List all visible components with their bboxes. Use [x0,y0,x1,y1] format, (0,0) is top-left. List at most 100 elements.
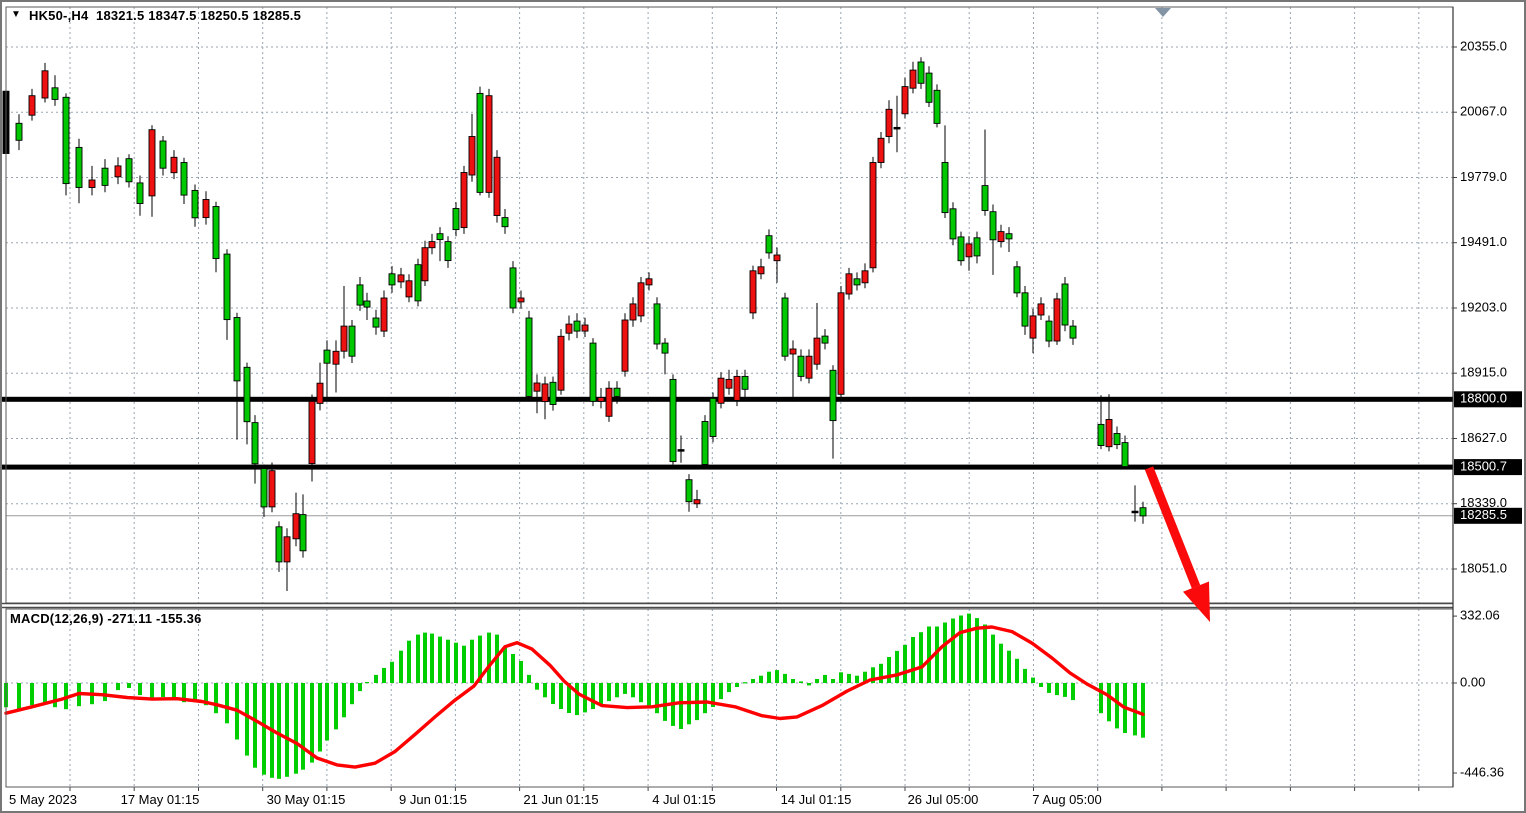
candlestick [517,290,525,309]
time-axis-label: 30 May 01:15 [267,792,346,807]
macd-histogram-bar [591,683,595,709]
macd-histogram-bar [334,683,338,730]
candlestick [348,320,356,363]
macd-histogram-bar [430,633,434,683]
macd-histogram-bar [799,681,803,683]
macd-histogram-bar [575,683,579,716]
macd-histogram-bar [1007,650,1011,683]
macd-histogram-bar [253,683,257,768]
macd-histogram-bar [839,672,843,683]
macd-histogram-bar [727,683,731,693]
candlestick [356,277,364,311]
macd-histogram-bar [462,645,466,683]
candlestick [957,231,965,266]
macd-histogram-bar [245,683,249,756]
candlestick [741,369,749,397]
macd-histogram-bar [138,683,142,696]
macd-histogram-bar [399,650,403,683]
macd-histogram-bar [775,670,779,683]
candlestick [693,489,701,508]
candlestick [372,309,380,335]
macd-histogram-bar [943,622,947,683]
candlestick [114,157,122,185]
macd-axis-label: 0.00 [1460,674,1485,689]
macd-signal-line [4,625,1145,769]
time-axis-label: 21 Jun 01:15 [523,792,598,807]
candlestick [861,263,869,289]
macd-histogram-bar [390,661,394,683]
macd-histogram-bar [863,671,867,683]
candlestick [332,340,340,393]
candlestick [316,362,324,411]
candlestick [125,154,133,188]
macd-histogram-bar [503,646,507,683]
candlestick [621,313,629,377]
candlestick [283,528,291,591]
scroll-end-marker-icon[interactable] [1155,8,1171,17]
macd-histogram-bar [438,636,442,683]
price-tag: 18285.5 [1454,507,1522,524]
candlestick [1005,227,1013,252]
macd-histogram-bar [1141,683,1145,738]
candlestick [1029,308,1037,354]
candlestick [233,312,241,440]
candlestick [493,150,501,223]
macd-histogram-bar [182,683,186,703]
candlestick [837,286,845,400]
price-tag: 18800.0 [1454,391,1522,408]
candlestick [749,265,757,320]
macd-histogram-bar [423,632,427,683]
candlestick [260,464,268,517]
candlestick [949,202,957,246]
macd-histogram-bar [567,683,571,713]
symbol-dropdown-icon[interactable]: ▼ [11,9,21,20]
candlestick [1131,485,1139,522]
candlestick [781,292,789,361]
macd-histogram-bar [959,615,963,683]
macd-histogram-bar [1107,683,1111,722]
horizontal-line-object[interactable] [2,464,1453,470]
macd-histogram-bar [301,683,305,770]
candlestick [485,88,493,198]
candlestick [589,338,597,407]
candlestick [845,267,853,300]
macd-histogram-bar [903,644,907,683]
candlestick [88,165,96,196]
macd-axis-label: 332.06 [1460,608,1500,623]
candlestick [565,315,573,341]
candlestick [789,340,797,402]
macd-histogram-bar [277,683,281,779]
macd-histogram-bar [350,683,354,705]
chart-title-ohlc: HK50-,H4 18321.5 18347.5 18250.5 18285.5 [29,8,302,23]
candlestick [41,62,49,103]
candlestick [533,374,541,414]
macd-histogram-bar [895,650,899,683]
macd-histogram-bar [358,683,362,692]
macd-histogram-bar [1115,683,1119,729]
time-axis-label: 14 Jul 01:15 [781,792,852,807]
candlestick [637,277,645,323]
macd-histogram-bar [1031,677,1035,683]
price-axis-label: 20067.0 [1460,104,1507,119]
candlestick [997,224,1005,248]
macd-histogram-bar [30,683,34,706]
candlestick [1037,297,1045,320]
macd-histogram-bar [1055,683,1059,696]
candlestick [509,261,517,314]
macd-histogram-bar [855,675,859,683]
candlestick [292,492,300,547]
candlestick [1061,277,1069,332]
trend-arrow[interactable] [1144,466,1210,622]
candlestick [501,209,509,234]
macd-histogram-bar [543,683,547,698]
candlestick [597,388,605,409]
price-tag: 18500.7 [1454,459,1522,476]
macd-histogram-bar [759,675,763,683]
horizontal-line-object[interactable] [2,396,1453,402]
macd-histogram-bar [991,634,995,683]
price-axis-label: 18915.0 [1460,365,1507,380]
candlestick [805,349,813,384]
macd-histogram-bar [342,683,346,718]
candlestick [717,372,725,409]
